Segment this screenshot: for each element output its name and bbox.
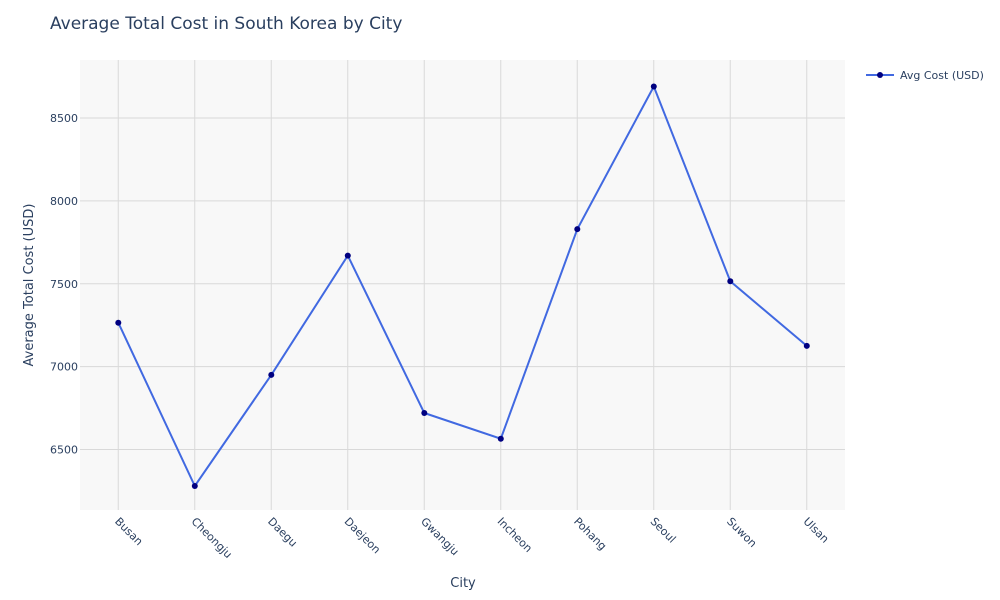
y-tick-label: 6500	[50, 444, 78, 457]
grid-lines	[80, 60, 845, 510]
x-tick-label: Seoul	[648, 515, 679, 546]
data-point[interactable]	[115, 319, 122, 326]
plot-area	[80, 60, 845, 510]
data-point[interactable]	[803, 342, 810, 349]
x-tick-label: Cheongju	[189, 515, 235, 561]
legend-label: Avg Cost (USD)	[900, 69, 984, 82]
data-point[interactable]	[497, 435, 504, 442]
y-axis-ticks: 6500 7000 7500 8000 8500	[50, 112, 78, 456]
y-tick-label: 7500	[50, 278, 78, 291]
data-point[interactable]	[268, 371, 275, 378]
data-point[interactable]	[191, 483, 198, 489]
x-tick-label: Incheon	[495, 515, 535, 555]
data-point[interactable]	[421, 410, 428, 416]
y-tick-label: 8500	[50, 112, 78, 125]
legend[interactable]: Avg Cost (USD)	[866, 69, 984, 82]
x-tick-label: Daegu	[265, 515, 300, 550]
x-tick-label: Ulsan	[801, 515, 832, 546]
y-axis-title: Average Total Cost (USD)	[22, 204, 37, 367]
data-point[interactable]	[727, 278, 734, 285]
data-point[interactable]	[574, 226, 581, 233]
y-tick-label: 7000	[50, 361, 78, 374]
chart-title: Average Total Cost in South Korea by Cit…	[50, 14, 402, 34]
x-tick-label: Suwon	[724, 515, 759, 550]
legend-marker-swatch	[877, 72, 883, 78]
series-line	[117, 84, 808, 489]
data-point[interactable]	[344, 252, 351, 259]
x-axis-title: City	[450, 576, 476, 591]
series-markers	[115, 83, 810, 489]
data-point[interactable]	[650, 83, 657, 90]
x-tick-label: Busan	[112, 515, 145, 548]
x-tick-label: Daejeon	[342, 515, 383, 556]
x-tick-label: Pohang	[571, 515, 609, 553]
x-tick-label: Gwangju	[418, 515, 461, 558]
y-tick-label: 8000	[50, 195, 78, 208]
x-axis-ticks: Busan Cheongju Daegu Daejeon Gwangju Incheon P…	[112, 515, 831, 561]
